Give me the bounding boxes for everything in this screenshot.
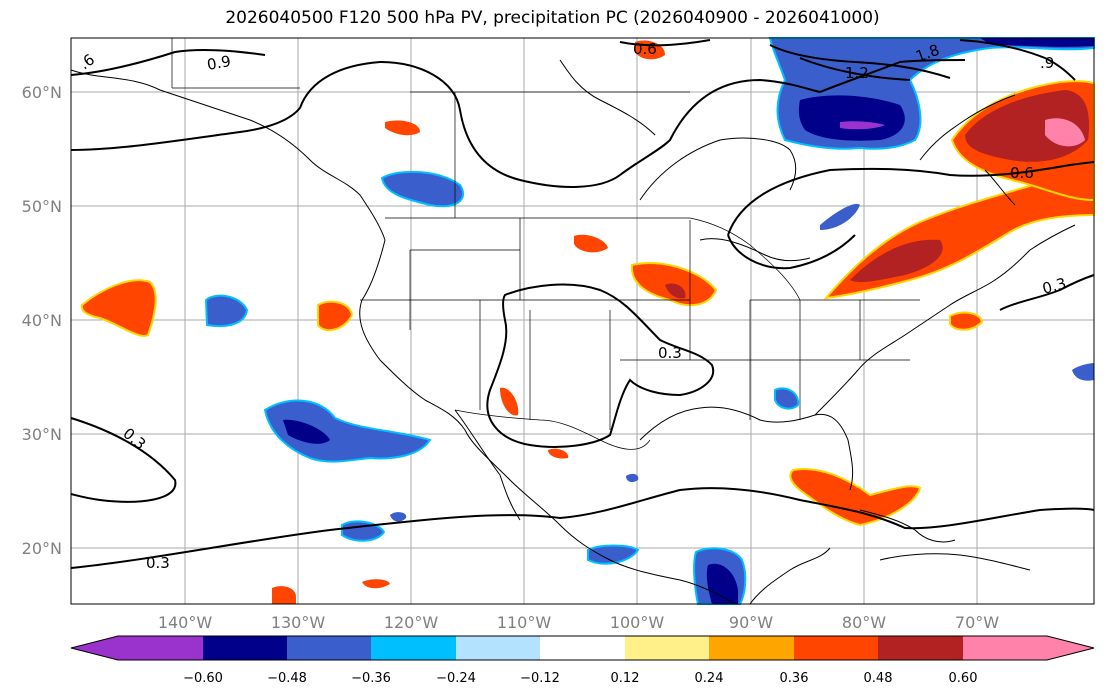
contour-label: 0.3: [1040, 274, 1068, 298]
latitude-labels: 60°N 50°N 40°N 30°N 20°N: [22, 83, 62, 558]
contour-label: 0.3: [146, 554, 170, 572]
longitude-label: 130°W: [271, 613, 326, 632]
latitude-label: 30°N: [22, 425, 62, 444]
longitude-label: 80°W: [842, 613, 886, 632]
colorbar-segment: [878, 636, 963, 660]
colorbar-tick-label: −0.60: [183, 671, 223, 686]
precip-negative-shading: [204, 37, 1095, 605]
colorbar-tick-label: 0.12: [611, 671, 640, 686]
colorbar-tick-label: 0.48: [864, 671, 893, 686]
contour-label: 0.6: [633, 40, 657, 58]
colorbar-extend-low: [71, 636, 118, 660]
contour-label: 0.3: [658, 344, 682, 362]
longitude-label: 120°W: [384, 613, 439, 632]
colorbar-tick-labels: −0.60 −0.48 −0.36 −0.24 −0.12 0.12 0.24 …: [183, 671, 977, 686]
colorbar-segment: [118, 636, 203, 660]
pv-contours: [70, 39, 1095, 569]
map-panel: .6 0.9 0.6 1.2 1.8 .9 0.6 0.3 0.3 0.3 0.…: [70, 37, 1095, 605]
colorbar-segment: [371, 636, 456, 660]
colorbar-tick-label: 0.60: [949, 671, 978, 686]
latitude-label: 20°N: [22, 539, 62, 558]
latitude-label: 50°N: [22, 197, 62, 216]
political-borders: [171, 38, 920, 450]
colorbar-segment: [456, 636, 540, 660]
colorbar-extend-high: [1047, 636, 1094, 660]
coastlines: [70, 59, 1076, 605]
colorbar-segment: [794, 636, 878, 660]
longitude-labels: 140°W 130°W 120°W 110°W 100°W 90°W 80°W …: [158, 613, 999, 632]
longitude-label: 140°W: [158, 613, 213, 632]
colorbar-segment: [709, 636, 794, 660]
colorbar-segment: [625, 636, 709, 660]
colorbar-segment: [963, 636, 1047, 660]
contour-label: 0.9: [206, 52, 233, 74]
longitude-label: 90°W: [729, 613, 773, 632]
contour-label: .9: [1040, 54, 1054, 72]
colorbar-tick-label: −0.48: [267, 671, 307, 686]
colorbar: −0.60 −0.48 −0.36 −0.24 −0.12 0.12 0.24 …: [70, 635, 1095, 686]
latitude-label: 40°N: [22, 311, 62, 330]
colorbar-outline: [70, 635, 1095, 661]
latitude-label: 60°N: [22, 83, 62, 102]
colorbar-tick-label: −0.36: [351, 671, 391, 686]
longitude-label: 100°W: [610, 613, 665, 632]
colorbar-tick-label: −0.12: [520, 671, 560, 686]
longitude-label: 110°W: [497, 613, 552, 632]
contour-label: 1.2: [845, 64, 869, 82]
colorbar-tick-label: 0.24: [695, 671, 724, 686]
map-title: 2026040500 F120 500 hPa PV, precipitatio…: [225, 8, 880, 28]
contour-label: 0.6: [1010, 164, 1034, 182]
longitude-label: 70°W: [955, 613, 999, 632]
colorbar-segment: [287, 636, 371, 660]
map-frame: [70, 37, 1095, 605]
colorbar-tick-label: 0.36: [780, 671, 809, 686]
colorbar-segment: [540, 636, 625, 660]
colorbar-segment: [203, 636, 287, 660]
colorbar-tick-label: −0.24: [436, 671, 476, 686]
